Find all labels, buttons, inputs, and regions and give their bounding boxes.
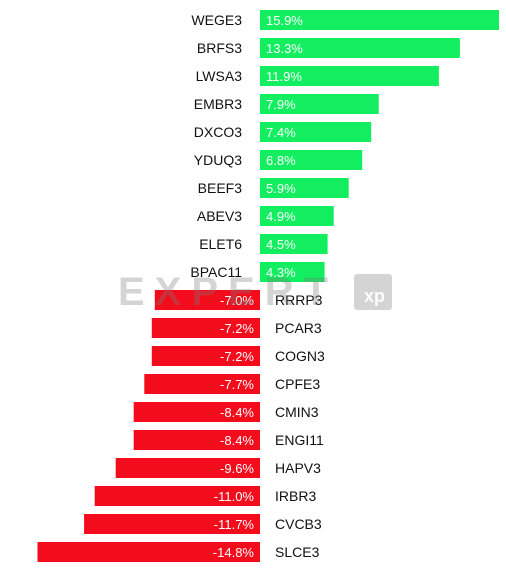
bar-engi11: [133, 430, 260, 450]
value-label-pcar3: -7.2%: [220, 321, 254, 336]
bar-embr3: [260, 94, 379, 114]
category-label-bpac11: BPAC11: [190, 264, 242, 280]
value-label-beef3: 5.9%: [266, 181, 296, 196]
value-label-hapv3: -9.6%: [220, 461, 254, 476]
value-label-rrrp3: -7.0%: [220, 293, 254, 308]
bar-cogn3: [151, 346, 260, 366]
value-label-brfs3: 13.3%: [266, 41, 303, 56]
value-label-yduq3: 6.8%: [266, 153, 296, 168]
bar-beef3: [260, 178, 349, 198]
value-label-lwsa3: 11.9%: [266, 69, 302, 84]
value-label-elet6: 4.5%: [266, 237, 296, 252]
bar-irbr3: [94, 486, 260, 506]
category-label-slce3: SLCE3: [275, 544, 320, 560]
bar-elet6: [260, 234, 328, 254]
category-label-abev3: ABEV3: [197, 208, 242, 224]
bar-lwsa3: [260, 66, 439, 86]
bar-dxco3: [260, 122, 372, 142]
category-label-wege3: WEGE3: [191, 12, 242, 28]
value-label-abev3: 4.9%: [266, 209, 296, 224]
category-label-rrrp3: RRRP3: [275, 292, 323, 308]
category-label-pcar3: PCAR3: [275, 320, 322, 336]
value-label-cpfe3: -7.7%: [220, 377, 254, 392]
category-label-lwsa3: LWSA3: [196, 68, 243, 84]
value-label-irbr3: -11.0%: [214, 489, 255, 504]
bar-cpfe3: [144, 374, 260, 394]
value-label-cvcb3: -11.7%: [214, 517, 255, 532]
bar-cvcb3: [84, 514, 260, 534]
category-label-embr3: EMBR3: [194, 96, 242, 112]
bar-slce3: [37, 542, 260, 562]
bar-brfs3: [260, 38, 460, 58]
bar-rrrp3: [154, 290, 260, 310]
category-label-beef3: BEEF3: [198, 180, 243, 196]
value-label-wege3: 15.9%: [266, 13, 303, 28]
category-label-cogn3: COGN3: [275, 348, 325, 364]
category-label-hapv3: HAPV3: [275, 460, 321, 476]
value-label-bpac11: 4.3%: [266, 265, 296, 280]
category-label-elet6: ELET6: [199, 236, 242, 252]
value-label-cogn3: -7.2%: [220, 349, 254, 364]
bars: 15.9% WEGE3 13.3% BRFS3 11.9% LWSA3 7.9% EMBR3 7…: [37, 10, 499, 562]
bar-bpac11: [260, 262, 325, 282]
value-label-cmin3: -8.4%: [220, 405, 254, 420]
bar-hapv3: [115, 458, 260, 478]
value-label-dxco3: 7.4%: [266, 125, 296, 140]
category-label-irbr3: IRBR3: [275, 488, 316, 504]
category-label-engi11: ENGI11: [275, 432, 324, 448]
value-label-engi11: -8.4%: [220, 433, 254, 448]
category-label-cpfe3: CPFE3: [275, 376, 320, 392]
category-label-yduq3: YDUQ3: [194, 152, 242, 168]
category-label-cvcb3: CVCB3: [275, 516, 322, 532]
category-label-cmin3: CMIN3: [275, 404, 319, 420]
category-label-dxco3: DXCO3: [194, 124, 242, 140]
bar-yduq3: [260, 150, 363, 170]
bar-wege3: [260, 10, 499, 30]
value-label-embr3: 7.9%: [266, 97, 296, 112]
category-label-brfs3: BRFS3: [197, 40, 242, 56]
bar-abev3: [260, 206, 334, 226]
value-label-slce3: -14.8%: [213, 545, 255, 560]
bar-cmin3: [133, 402, 260, 422]
bar-pcar3: [151, 318, 260, 338]
